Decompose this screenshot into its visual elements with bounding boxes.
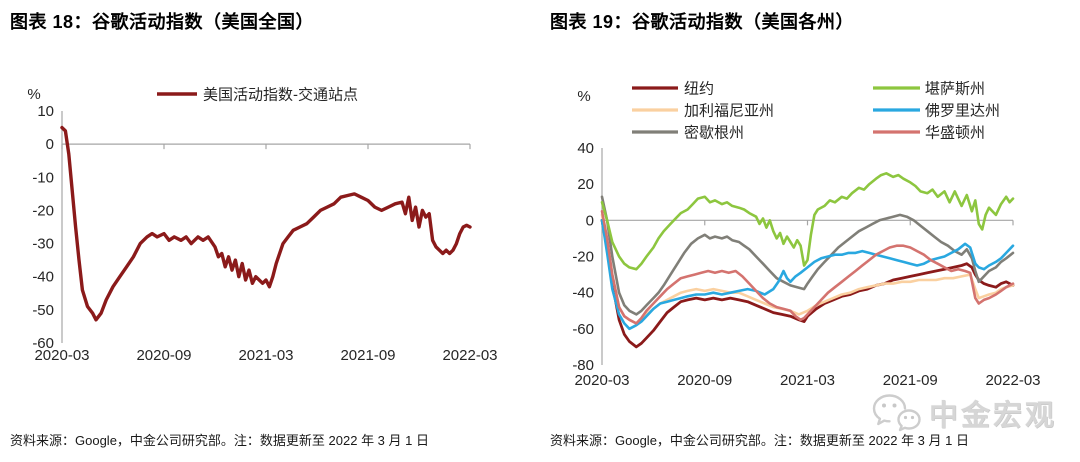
series-line-florida [600, 219, 1015, 331]
y-tick-label: -60 [32, 335, 54, 352]
figure-19-title: 图表 19：谷歌活动指数（美国各州） [550, 12, 855, 32]
watermark-text: 中金宏观 [929, 400, 1058, 432]
x-tick-label: 2020-03 [574, 372, 629, 389]
x-tick-label: 2022-03 [442, 347, 497, 364]
figure-19-chart: % 40 20 0 -20 -40 -60 -80 2020-03 2020-09 2021-03 2… [540, 68, 1080, 408]
x-tick-label: 2021-03 [238, 347, 293, 364]
x-tick-label: 2022-03 [985, 372, 1040, 389]
y-tick-label: -50 [32, 302, 54, 319]
y-axis-unit-label: % [27, 86, 40, 103]
y-tick-label: -10 [32, 169, 54, 186]
legend-label-us-transit: 美国活动指数-交通站点 [203, 86, 358, 104]
y-tick-label: -40 [572, 285, 594, 302]
y-tick-label: -20 [572, 249, 594, 266]
wechat-icon [872, 394, 921, 432]
figure-19-source-note: 资料来源：Google，中金公司研究部。注：数据更新至 2022 年 3 月 1… [550, 433, 969, 448]
x-tick-label: 2021-09 [340, 347, 395, 364]
x-tick-label: 2020-09 [136, 347, 191, 364]
legend-label-michigan: 密歇根州 [684, 125, 744, 142]
series-line-kansas [600, 172, 1015, 271]
y-tick-label: 0 [586, 212, 594, 229]
figure-18-panel: 图表 18：谷歌活动指数（美国全国） % 10 0 -10 -20 -30 -40 -50 -6… [0, 12, 540, 448]
y-tick-label: -30 [32, 236, 54, 253]
y-tick-label: 40 [577, 140, 594, 157]
legend-label-florida: 佛罗里达州 [925, 103, 1000, 120]
y-tick-label: -60 [572, 321, 594, 338]
legend-label-washington: 华盛顿州 [925, 125, 985, 142]
x-tick-label: 2021-03 [780, 372, 835, 389]
x-tick-label: 2021-09 [883, 372, 938, 389]
series-line-new-york [600, 218, 1015, 349]
wechat-watermark: 中金宏观 [868, 392, 1057, 434]
y-tick-label: 0 [46, 136, 54, 153]
figure-18-title: 图表 18：谷歌活动指数（美国全国） [10, 12, 315, 32]
y-tick-label: 20 [577, 176, 594, 193]
x-tick-label: 2020-09 [677, 372, 732, 389]
y-tick-label: -40 [32, 269, 54, 286]
series-line-washington [600, 210, 1015, 325]
y-tick-label: -20 [32, 202, 54, 219]
figure-19-panel: 图表 19：谷歌活动指数（美国各州） % 40 20 0 -20 -40 -60 -80 202… [540, 0, 1080, 462]
figure-18-source-note: 资料来源：Google，中金公司研究部。注：数据更新至 2022 年 3 月 1… [10, 433, 429, 448]
y-tick-label: -80 [572, 357, 594, 374]
legend-label-new-york: 纽约 [684, 81, 714, 98]
legend-label-california: 加利福尼亚州 [684, 103, 774, 120]
figure-18-chart: % 10 0 -10 -20 -30 -40 -50 -60 2020-03 2020-09 2021… [0, 68, 540, 408]
series-line-michigan [600, 195, 1015, 316]
y-tick-label: 10 [37, 103, 54, 120]
x-tick-label: 2020-03 [34, 347, 89, 364]
series-line-us-transit [60, 125, 472, 322]
legend-label-kansas: 堪萨斯州 [925, 81, 985, 98]
y-axis-unit-label: % [577, 88, 590, 105]
